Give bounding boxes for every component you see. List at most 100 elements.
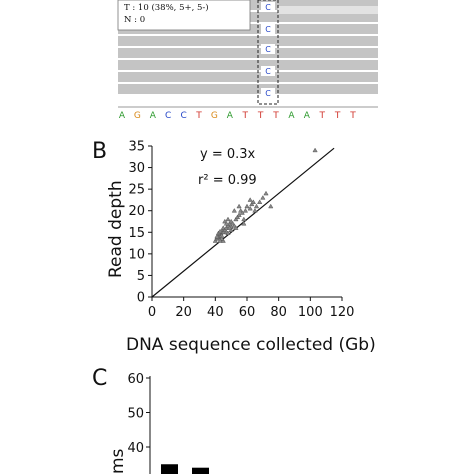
y-axis-label: Read depth — [106, 180, 126, 278]
scatter-point — [231, 208, 237, 213]
reference-base: A — [150, 111, 157, 121]
read-base: C — [265, 67, 271, 76]
x-tick-label: 100 — [298, 305, 323, 320]
reference-base: G — [134, 111, 141, 121]
panel-b: B 0 20 40 60 80 100 120 0 5 10 15 20 25 30 35 y = 0.3x… — [92, 139, 376, 355]
scatter-point — [225, 216, 231, 222]
scatter-point — [263, 190, 269, 196]
scatter-point — [220, 238, 226, 243]
scatter-point — [212, 238, 218, 243]
scatter-points — [212, 147, 318, 243]
read-row — [118, 36, 378, 46]
tooltip-box — [117, 0, 251, 31]
reference-base: T — [318, 111, 325, 121]
bars — [161, 464, 209, 474]
y-tick-label: 5 — [137, 269, 145, 284]
bar-y-tick-label: 60 — [127, 372, 144, 387]
read-row — [118, 60, 378, 70]
read-row-light — [278, 6, 378, 14]
read-row — [118, 84, 378, 94]
read-base: C — [265, 89, 271, 98]
read-base-cell — [261, 44, 275, 54]
tooltip-line-1: T : 10 (38%, 5+, 5-) — [124, 2, 209, 13]
scatter-point — [226, 225, 233, 230]
y-tick-label: 20 — [128, 204, 145, 219]
scatter-point — [257, 199, 263, 204]
reference-base: T — [257, 111, 264, 121]
scatter-point — [268, 203, 274, 209]
scatter-point — [225, 230, 231, 235]
y-tick-label: 0 — [137, 291, 145, 306]
y-tick-label: 25 — [128, 183, 145, 198]
panel-c-label: C — [92, 366, 107, 391]
bar — [192, 467, 209, 474]
read-bases: C C C C C — [261, 2, 275, 98]
y-tick-label: 30 — [128, 161, 145, 176]
reference-base: T — [241, 111, 248, 121]
reference-base: A — [288, 111, 295, 121]
y-tick-label: 15 — [128, 226, 145, 241]
scatter-point — [234, 214, 241, 220]
reference-base: A — [304, 111, 311, 121]
read-base-cell — [261, 24, 275, 34]
reference-base: T — [334, 111, 341, 121]
read-base: C — [265, 3, 271, 12]
scatter-point — [312, 147, 318, 153]
x-tick-label: 0 — [148, 305, 156, 320]
scatter-point — [260, 195, 266, 200]
read-row — [118, 48, 378, 58]
scatter-point — [241, 216, 247, 222]
reference-base: T — [272, 111, 279, 121]
r-squared-annotation: r² = 0.99 — [198, 173, 257, 188]
scatter-point — [236, 203, 242, 209]
scatter-point — [247, 197, 253, 202]
variant-column-highlight — [257, 0, 279, 105]
scatter-point — [228, 227, 234, 232]
bar-axes: 40 50 60 — [127, 372, 151, 474]
scatter-point — [253, 203, 260, 209]
scatter-point — [223, 220, 230, 226]
read-base-cell — [261, 2, 275, 12]
reference-base: T — [349, 111, 356, 121]
x-tick-label: 40 — [207, 305, 224, 320]
scatter-point — [214, 233, 220, 239]
tooltip-line-2: N : 0 — [124, 15, 145, 25]
scatter-axes: 0 20 40 60 80 100 120 0 5 10 15 20 25 30 35 — [128, 140, 354, 321]
read-base-cell — [261, 66, 275, 76]
y-tick-label: 10 — [128, 247, 145, 262]
reference-base: A — [119, 111, 126, 121]
x-axis-label: DNA sequence collected (Gb) — [126, 335, 376, 355]
reference-base: T — [195, 111, 202, 121]
panel-c: C 40 50 60 ms — [92, 366, 209, 474]
scatter-point — [244, 203, 250, 209]
panel-c-y-axis-label: ms — [108, 448, 128, 474]
scatter-point — [226, 220, 233, 226]
scatter-point — [252, 208, 258, 213]
panel-b-label: B — [92, 139, 107, 164]
bar-y-tick-label: 50 — [127, 407, 144, 422]
read-base: C — [265, 45, 271, 54]
scatter-point — [236, 212, 242, 217]
reference-base: C — [180, 111, 186, 121]
x-tick-label: 20 — [175, 305, 192, 320]
scatter-point — [239, 210, 245, 215]
scatter-point — [233, 216, 239, 222]
reference-base: C — [165, 111, 171, 121]
read-base: C — [265, 25, 271, 34]
equation-annotation: y = 0.3x — [200, 147, 256, 162]
scatter-point — [223, 225, 230, 230]
scatter-point — [241, 220, 247, 226]
scatter-point — [217, 238, 223, 243]
bar — [161, 464, 178, 474]
scatter-point — [233, 225, 239, 230]
scatter-point — [242, 208, 249, 213]
read-base-cell — [261, 88, 275, 98]
scatter-point — [250, 199, 256, 204]
scatter-point — [217, 228, 223, 234]
y-tick-label: 35 — [128, 140, 145, 155]
scatter-point — [249, 201, 255, 207]
x-tick-label: 120 — [330, 305, 355, 320]
